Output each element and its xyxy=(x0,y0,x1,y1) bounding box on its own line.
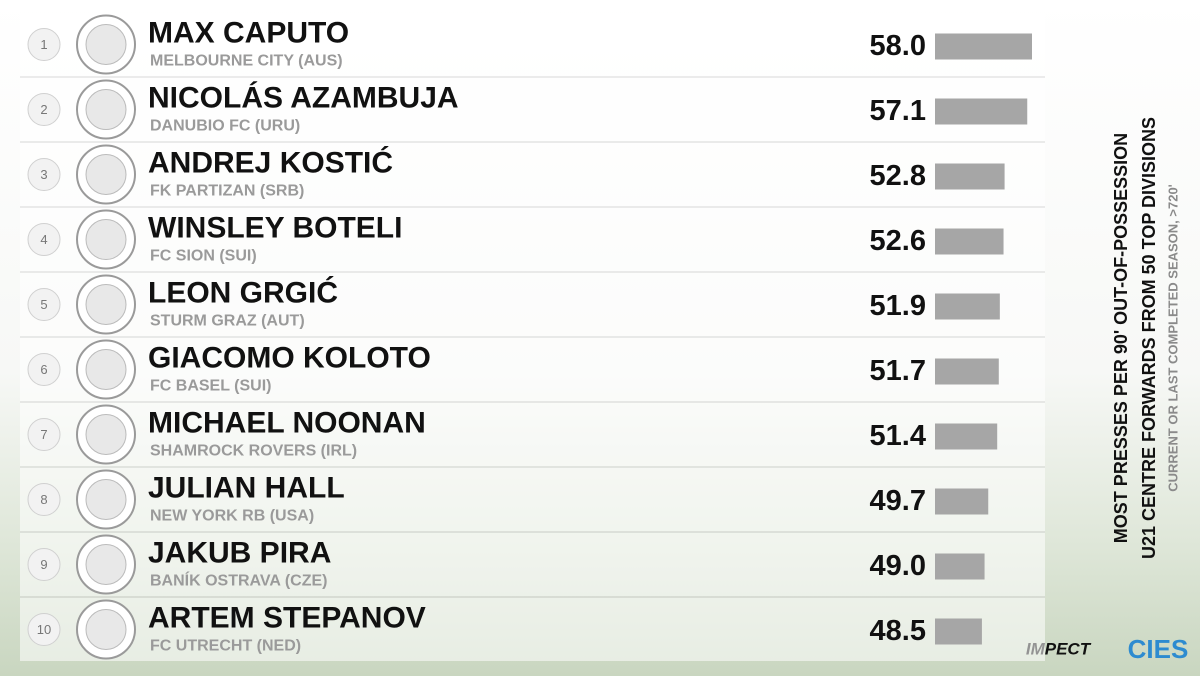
club-name: DANUBIO FC (URU) xyxy=(150,118,300,135)
bar xyxy=(935,488,989,515)
rank-circle xyxy=(27,28,61,61)
club-name: STURM GRAZ (AUT) xyxy=(150,313,305,330)
row-background xyxy=(20,598,1045,661)
bar xyxy=(935,553,985,580)
rank-circle xyxy=(27,548,61,581)
value-label: 51.7 xyxy=(870,355,926,387)
rank-circle xyxy=(27,158,61,191)
rank-circle xyxy=(27,223,61,256)
club-name: BANÍK OSTRAVA (CZE) xyxy=(150,571,327,590)
brand-logo: CIES xyxy=(1128,634,1189,664)
row-background xyxy=(20,208,1045,271)
note: CURRENT OR LAST COMPLETED SEASON, >720' xyxy=(1165,184,1180,492)
rank: 3 xyxy=(40,167,47,182)
club-name: NEW YORK RB (USA) xyxy=(150,508,314,525)
value-label: 58.0 xyxy=(870,30,926,62)
club-name: FC UTRECHT (NED) xyxy=(150,638,301,655)
club-logo-inner xyxy=(85,544,127,585)
value-label: 51.9 xyxy=(870,290,926,322)
bar xyxy=(935,358,999,385)
rank: 4 xyxy=(40,232,47,247)
rank: 10 xyxy=(37,622,51,637)
club-logo-inner xyxy=(85,414,127,455)
value-label: 57.1 xyxy=(870,95,926,127)
bar xyxy=(935,163,1005,190)
row-background xyxy=(20,338,1045,401)
subtitle: U21 CENTRE FORWARDS FROM 50 TOP DIVISION… xyxy=(1139,117,1159,559)
rank-circle xyxy=(27,613,61,646)
player-name: ANDREJ KOSTIĆ xyxy=(148,145,393,179)
club-name: FC BASEL (SUI) xyxy=(150,378,271,395)
rank: 8 xyxy=(40,492,47,507)
player-name: LEON GRGIĆ xyxy=(148,275,338,309)
player-name: NICOLÁS AZAMBUJA xyxy=(148,80,459,114)
title-group: MOST PRESSES PER 90' OUT-OF-POSSESSION U… xyxy=(1111,117,1181,559)
club-logo-inner xyxy=(85,349,127,390)
value-label: 49.0 xyxy=(870,550,926,582)
club-name: FC SION (SUI) xyxy=(150,248,257,265)
title: MOST PRESSES PER 90' OUT-OF-POSSESSION xyxy=(1111,133,1131,543)
bar xyxy=(935,423,998,450)
value-label: 52.6 xyxy=(870,225,926,257)
player-name: JAKUB PIRA xyxy=(148,536,331,569)
rank: 7 xyxy=(40,427,47,442)
rank-circle xyxy=(27,418,61,451)
row-background xyxy=(20,468,1045,531)
club-name: FK PARTIZAN (SRB) xyxy=(150,183,304,200)
value-label: 52.8 xyxy=(870,160,926,192)
value-label: 49.7 xyxy=(870,485,926,517)
row-background xyxy=(20,143,1045,206)
value-label: 48.5 xyxy=(870,615,926,647)
club-logo-inner xyxy=(85,609,127,650)
player-name: JULIAN HALL xyxy=(148,471,345,504)
club-logo-inner xyxy=(85,219,127,260)
bar xyxy=(935,228,1004,255)
bar xyxy=(935,618,982,645)
row-background xyxy=(20,403,1045,466)
rank: 1 xyxy=(40,37,47,52)
rank-circle xyxy=(27,353,61,386)
rank-circle xyxy=(27,288,61,321)
row-background xyxy=(20,13,1045,76)
club-logo-inner xyxy=(85,284,127,325)
club-logo-inner xyxy=(85,89,127,130)
club-name: SHAMROCK ROVERS (IRL) xyxy=(150,443,357,460)
club-name: MELBOURNE CITY (AUS) xyxy=(150,53,343,70)
rank: 2 xyxy=(40,102,47,117)
rank: 6 xyxy=(40,362,47,377)
player-name: MAX CAPUTO xyxy=(148,16,349,49)
rank-circle xyxy=(27,93,61,126)
club-logo-inner xyxy=(85,24,127,65)
row-background xyxy=(20,273,1045,336)
player-name: WINSLEY BOTELI xyxy=(148,211,402,244)
bar xyxy=(935,98,1028,125)
bar xyxy=(935,33,1032,60)
rank: 5 xyxy=(40,297,47,312)
rank-circle xyxy=(27,483,61,516)
club-logo-inner xyxy=(85,479,127,520)
row-background xyxy=(20,78,1045,141)
player-name: MICHAEL NOONAN xyxy=(148,406,426,439)
row-background xyxy=(20,533,1045,596)
bar xyxy=(935,293,1000,320)
value-label: 51.4 xyxy=(870,420,926,452)
rank: 9 xyxy=(40,557,47,572)
club-logo-inner xyxy=(85,154,127,195)
player-name: GIACOMO KOLOTO xyxy=(148,341,431,374)
player-name: ARTEM STEPANOV xyxy=(148,601,426,634)
